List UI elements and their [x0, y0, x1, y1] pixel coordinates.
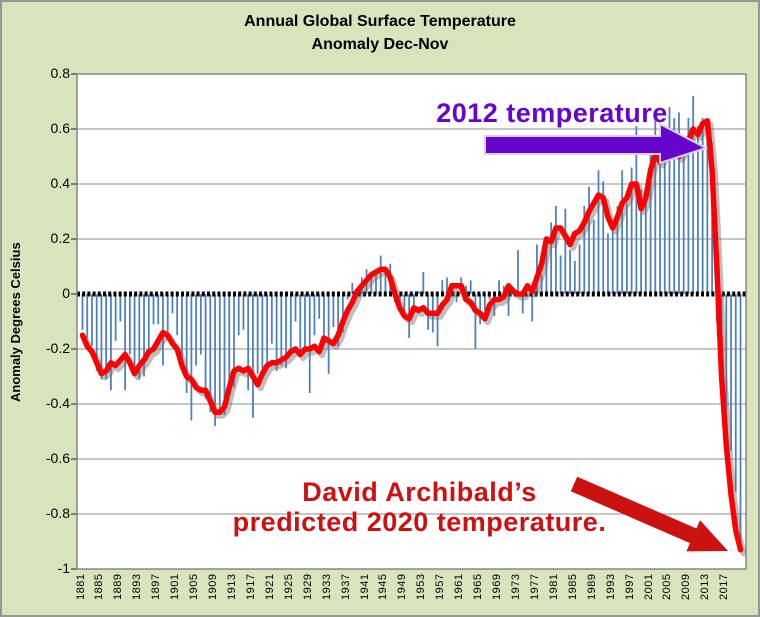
annotation-predicted-2020: David Archibald’s predicted 2020 tempera… [167, 477, 672, 537]
plot-border [76, 73, 747, 570]
y-tick-label: -0.8 [45, 505, 70, 521]
y-tick-label: -0.2 [45, 340, 70, 356]
chart-title-line1: Annual Global Surface Temperature [244, 13, 516, 30]
y-tick-label: 0.6 [50, 120, 70, 136]
chart-title-line2: Anomaly Dec-Nov [311, 36, 449, 53]
y-tick-label: 0.2 [50, 230, 70, 246]
plot-background [77, 74, 746, 569]
2012-temperature-arrow [484, 122, 709, 165]
y-tick-label: -1 [57, 560, 70, 576]
y-tick-label: 0 [62, 285, 70, 301]
y-tick-label: -0.6 [45, 450, 70, 466]
y-tick-label: 0.4 [50, 175, 70, 191]
annotation-2012-temperature: 2012 temperature [436, 98, 668, 128]
y-tick-label: -0.4 [45, 395, 70, 411]
chart-title: Annual Global Surface Temperature Anomal… [2, 10, 758, 56]
anomaly-line [79, 118, 744, 553]
y-tick-label: 0.8 [50, 65, 70, 81]
predicted-2020-arrow [570, 476, 728, 552]
annotation-predicted-2020-line1: David Archibald’s [302, 477, 537, 507]
annotation-predicted-2020-line2: predicted 2020 temperature. [232, 507, 607, 537]
